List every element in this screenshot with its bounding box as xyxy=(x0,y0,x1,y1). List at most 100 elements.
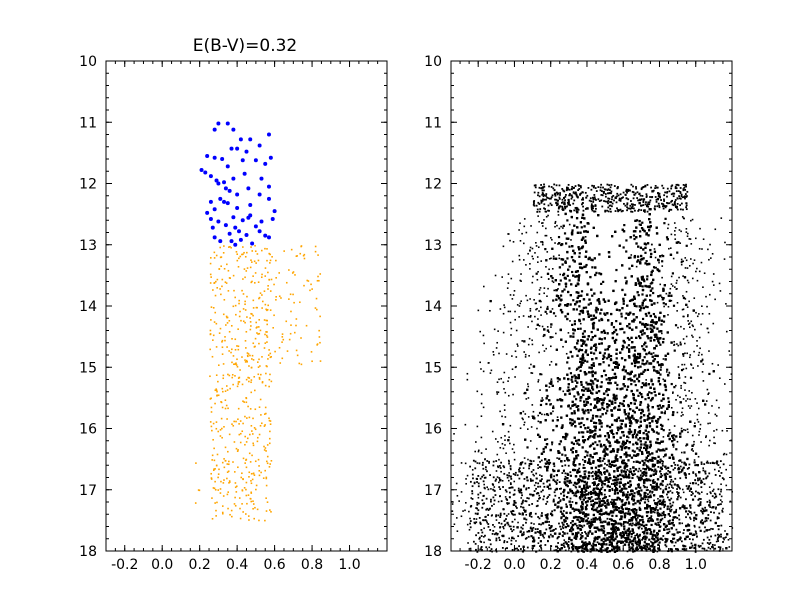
black-point xyxy=(578,431,581,434)
orange-point xyxy=(264,406,267,409)
orange-point xyxy=(235,420,237,423)
blue-point xyxy=(233,225,238,230)
black-point xyxy=(625,462,628,466)
orange-point xyxy=(251,454,253,457)
black-point xyxy=(583,547,586,551)
black-point xyxy=(579,262,582,266)
black-point xyxy=(642,473,645,476)
blue-point xyxy=(222,180,227,185)
orange-point xyxy=(252,500,254,503)
orange-point xyxy=(242,400,244,403)
black-point xyxy=(653,529,656,532)
orange-point xyxy=(234,338,237,341)
orange-point xyxy=(264,384,267,387)
black-point xyxy=(640,478,643,481)
black-point xyxy=(578,443,581,446)
black-point xyxy=(592,226,595,229)
black-point xyxy=(576,381,579,384)
orange-point xyxy=(218,468,220,471)
orange-point xyxy=(236,259,239,262)
orange-point xyxy=(268,466,271,468)
black-point xyxy=(655,470,658,473)
orange-point xyxy=(306,279,309,282)
orange-point xyxy=(214,402,216,405)
black-point xyxy=(594,406,598,409)
black-point xyxy=(580,294,583,297)
black-point xyxy=(604,534,607,537)
orange-point xyxy=(242,308,245,310)
orange-point xyxy=(232,274,235,277)
black-point xyxy=(606,393,609,397)
black-point xyxy=(575,508,578,511)
orange-point xyxy=(250,281,253,284)
orange-point xyxy=(244,303,246,306)
orange-point xyxy=(294,274,296,276)
orange-point xyxy=(227,470,230,473)
black-point xyxy=(647,396,650,400)
orange-point xyxy=(209,257,212,259)
black-point xyxy=(607,377,611,380)
orange-point xyxy=(268,378,271,381)
black-point xyxy=(602,531,605,534)
black-point xyxy=(614,456,617,459)
black-point xyxy=(571,528,575,531)
black-point xyxy=(605,438,608,441)
black-point xyxy=(583,543,586,547)
orange-point xyxy=(258,318,261,321)
orange-point xyxy=(212,289,214,291)
orange-point xyxy=(268,419,271,422)
orange-point xyxy=(218,268,221,270)
black-point xyxy=(591,294,594,297)
black-point xyxy=(647,417,650,420)
black-point xyxy=(673,349,676,352)
black-point xyxy=(616,408,620,411)
orange-point xyxy=(239,255,242,258)
black-point xyxy=(598,516,601,519)
black-point xyxy=(653,357,656,361)
orange-point xyxy=(247,405,249,408)
orange-point xyxy=(266,308,269,311)
black-point xyxy=(600,331,603,334)
black-point xyxy=(594,349,597,352)
orange-point xyxy=(256,332,258,334)
orange-point xyxy=(303,257,306,260)
black-point xyxy=(672,537,675,540)
black-point xyxy=(599,460,602,463)
black-point xyxy=(575,347,578,351)
black-point xyxy=(626,336,630,340)
black-point xyxy=(569,294,572,297)
black-point xyxy=(669,548,672,551)
black-point xyxy=(621,307,624,310)
orange-point xyxy=(259,365,261,367)
black-point xyxy=(574,403,577,406)
black-point xyxy=(658,541,661,544)
black-point xyxy=(685,535,688,538)
orange-point xyxy=(221,341,223,343)
black-point xyxy=(665,236,669,239)
orange-point xyxy=(258,519,260,522)
blue-point xyxy=(266,235,271,240)
orange-point xyxy=(209,273,212,276)
black-point xyxy=(586,451,589,454)
blue-point xyxy=(235,146,240,151)
black-point xyxy=(589,347,593,350)
black-point xyxy=(580,519,583,523)
orange-point xyxy=(258,297,260,300)
black-point xyxy=(593,436,596,439)
orange-point xyxy=(234,482,237,484)
black-point xyxy=(637,490,641,493)
black-point xyxy=(672,437,675,440)
black-point xyxy=(646,435,650,438)
black-point xyxy=(634,282,637,285)
orange-point xyxy=(319,360,322,362)
black-point xyxy=(641,546,644,550)
orange-point xyxy=(319,341,321,344)
orange-point xyxy=(209,329,212,332)
black-point xyxy=(656,337,659,340)
black-point xyxy=(550,323,553,326)
black-point xyxy=(640,227,644,230)
black-point xyxy=(550,525,553,528)
orange-point xyxy=(253,517,255,520)
black-point xyxy=(571,400,574,403)
orange-point xyxy=(224,399,227,402)
